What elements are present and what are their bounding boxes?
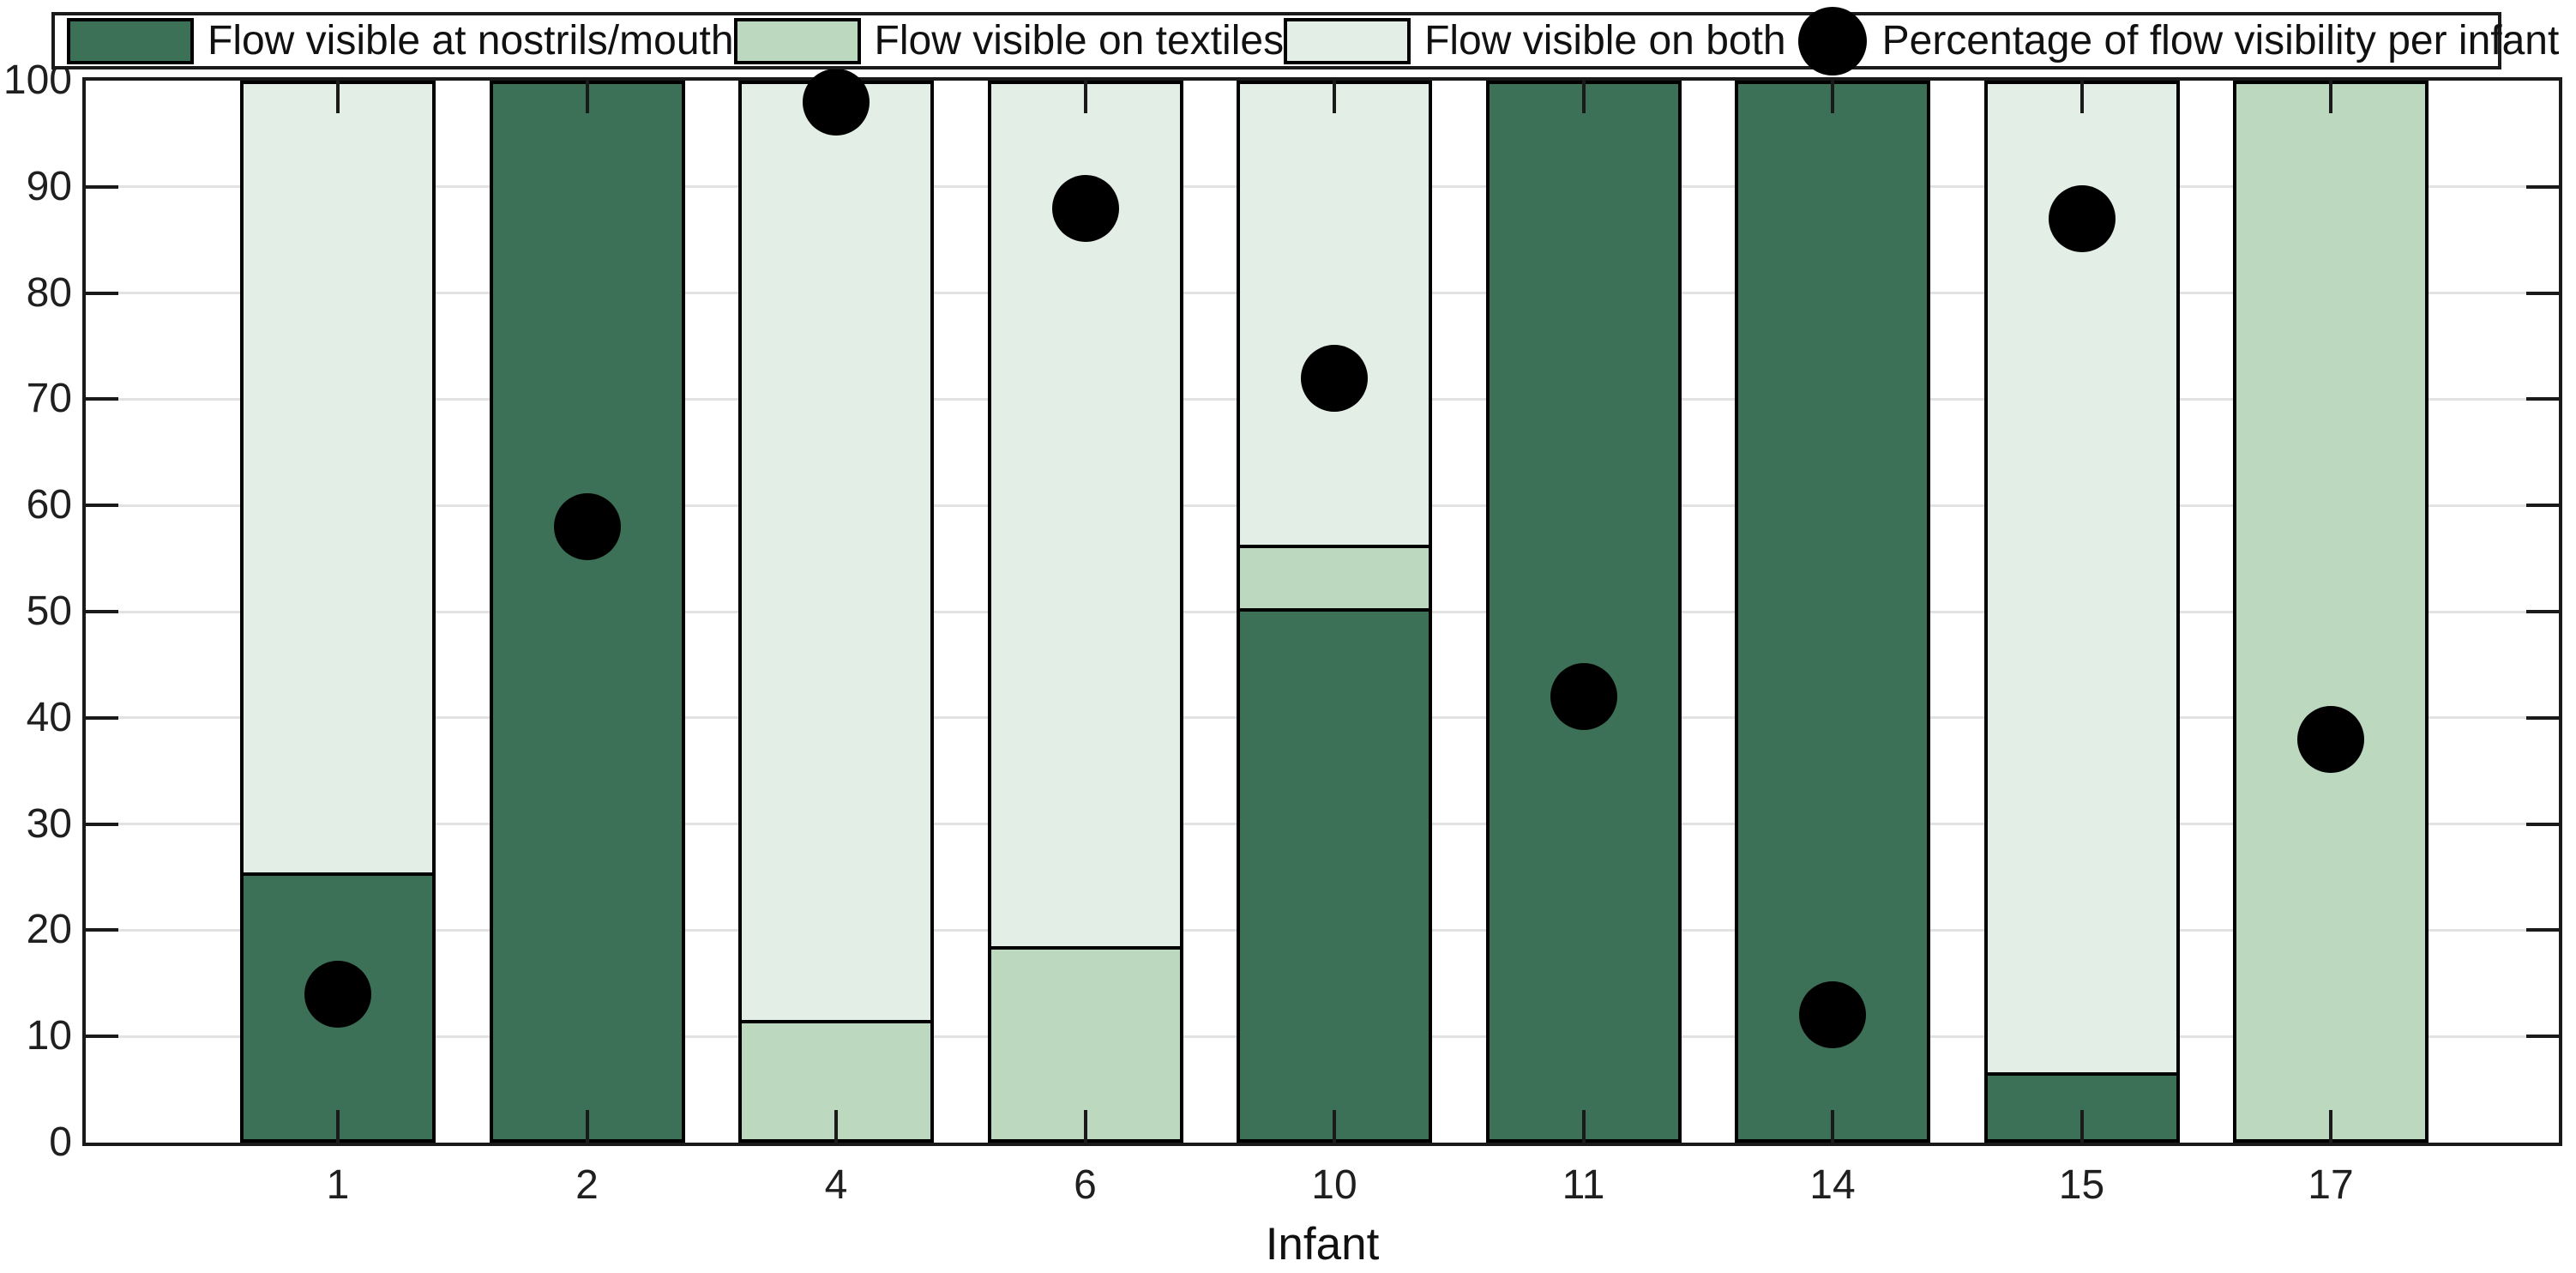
y-tick-label-70: 70: [26, 376, 72, 422]
x-tick-top-11: [1581, 81, 1586, 113]
legend-swatch-icon: [733, 17, 861, 64]
bar-infant-14: [1735, 81, 1930, 1143]
x-tick-label-17: 17: [2308, 1162, 2354, 1208]
x-tick-top-10: [1333, 81, 1336, 113]
bar-segment-flow-visible-at-nostrils-mouth-infant-10: [1240, 612, 1429, 1139]
y-tick-label-50: 50: [26, 588, 72, 634]
legend: Flow visible at nostrils/mouth Flow visib…: [51, 6, 2559, 75]
scatter-dot-infant-14: [1799, 981, 1866, 1049]
y-tick-left-80: [86, 291, 118, 295]
x-tick-bottom-6: [1083, 1110, 1087, 1143]
scatter-dot-infant-2: [553, 492, 621, 560]
x-tick-label-1: 1: [326, 1162, 350, 1208]
y-tick-right-70: [2526, 397, 2559, 401]
y-tick-right-40: [2526, 715, 2559, 720]
x-tick-top-6: [1083, 81, 1087, 113]
x-tick-label-6: 6: [1074, 1162, 1097, 1208]
y-tick-right-90: [2526, 184, 2559, 189]
plot-inner: [86, 68, 2559, 1143]
x-tick-top-14: [1831, 81, 1834, 113]
x-tick-bottom-1: [336, 1110, 340, 1143]
x-tick-top-17: [2329, 81, 2332, 113]
bar-segment-flow-visible-on-textiles-infant-6: [990, 949, 1180, 1139]
bar-infant-1: [240, 81, 436, 1143]
legend-label: Flow visible on textiles: [874, 18, 1285, 63]
bar-segment-flow-visible-at-nostrils-mouth-infant-11: [1489, 84, 1678, 1139]
bar-infant-17: [2233, 81, 2429, 1143]
x-axis-title: Infant: [1265, 1219, 1380, 1270]
x-tick-label-4: 4: [824, 1162, 848, 1208]
x-tick-label-11: 11: [1562, 1162, 1605, 1208]
legend-swatch-icon: [1284, 17, 1411, 64]
y-tick-label-30: 30: [26, 800, 72, 847]
y-tick-left-60: [86, 504, 118, 508]
y-tick-label-20: 20: [26, 907, 72, 953]
x-tick-bottom-17: [2329, 1110, 2332, 1143]
bar-segment-flow-visible-on-textiles-infant-17: [2236, 84, 2425, 1139]
x-tick-bottom-4: [834, 1110, 838, 1143]
scatter-dot-infant-15: [2048, 184, 2116, 252]
x-tick-label-14: 14: [1809, 1162, 1856, 1208]
legend-label: Percentage of flow visibility per infant: [1881, 18, 2560, 63]
scatter-dot-infant-10: [1301, 344, 1368, 412]
bar-segment-flow-visible-at-nostrils-mouth-infant-14: [1738, 84, 1927, 1139]
scatter-dot-infant-6: [1051, 174, 1119, 242]
bar-segment-flow-visible-on-both-infant-4: [742, 84, 930, 1023]
x-tick-label-2: 2: [575, 1162, 599, 1208]
y-tick-label-80: 80: [26, 269, 72, 316]
y-tick-left-50: [86, 610, 118, 613]
legend-item-4: Percentage of flow visibility per infant: [1786, 6, 2560, 75]
y-tick-right-60: [2526, 504, 2559, 508]
y-tick-right-80: [2526, 291, 2559, 295]
y-tick-right-10: [2526, 1035, 2559, 1039]
y-tick-right-50: [2526, 610, 2559, 613]
x-tick-bottom-10: [1333, 1110, 1336, 1143]
x-tick-label-15: 15: [2058, 1162, 2105, 1208]
y-tick-label-10: 10: [26, 1013, 72, 1059]
x-tick-bottom-11: [1581, 1110, 1586, 1143]
y-tick-left-70: [86, 397, 118, 401]
scatter-dot-infant-17: [2297, 705, 2364, 773]
legend-label: Flow visible on both: [1424, 18, 1786, 63]
legend-scatter-marker-icon: [1797, 6, 1867, 75]
bar-segment-flow-visible-on-textiles-infant-10: [1240, 548, 1429, 612]
x-tick-top-1: [336, 81, 340, 113]
bar-infant-11: [1485, 81, 1682, 1143]
bar-segment-flow-visible-on-both-infant-1: [244, 84, 432, 876]
bar-infant-10: [1237, 81, 1432, 1143]
y-tick-left-10: [86, 1035, 118, 1039]
y-tick-right-30: [2526, 822, 2559, 826]
y-tick-left-40: [86, 715, 118, 720]
scatter-dot-infant-4: [803, 68, 870, 136]
y-tick-right-20: [2526, 928, 2559, 932]
plot-area: [82, 68, 2562, 1146]
bar-infant-4: [738, 81, 934, 1143]
x-tick-top-15: [2079, 81, 2084, 113]
y-tick-left-20: [86, 928, 118, 932]
bar-segment-flow-visible-at-nostrils-mouth-infant-2: [492, 84, 682, 1139]
y-tick-left-90: [86, 184, 118, 189]
bar-segment-flow-visible-on-both-infant-10: [1240, 84, 1429, 549]
y-tick-label-40: 40: [26, 694, 72, 740]
x-tick-bottom-15: [2079, 1110, 2084, 1143]
y-tick-label-90: 90: [26, 163, 72, 209]
y-tick-label-60: 60: [26, 482, 72, 528]
legend-item-3: Flow visible on both: [1284, 17, 1786, 64]
x-tick-label-10: 10: [1311, 1162, 1357, 1208]
x-tick-top-2: [585, 81, 589, 113]
y-tick-label-0: 0: [49, 1119, 72, 1165]
scatter-dot-infant-11: [1550, 663, 1617, 731]
bar-infant-2: [489, 81, 685, 1143]
scatter-dot-infant-1: [304, 960, 371, 1028]
legend-swatch-icon: [67, 17, 194, 64]
x-tick-bottom-14: [1831, 1110, 1834, 1143]
x-tick-bottom-2: [585, 1110, 589, 1143]
legend-label: Flow visible at nostrils/mouth: [208, 18, 734, 63]
y-tick-left-30: [86, 822, 118, 826]
legend-item-1: Flow visible at nostrils/mouth: [67, 17, 734, 64]
legend-item-2: Flow visible on textiles: [733, 17, 1285, 64]
